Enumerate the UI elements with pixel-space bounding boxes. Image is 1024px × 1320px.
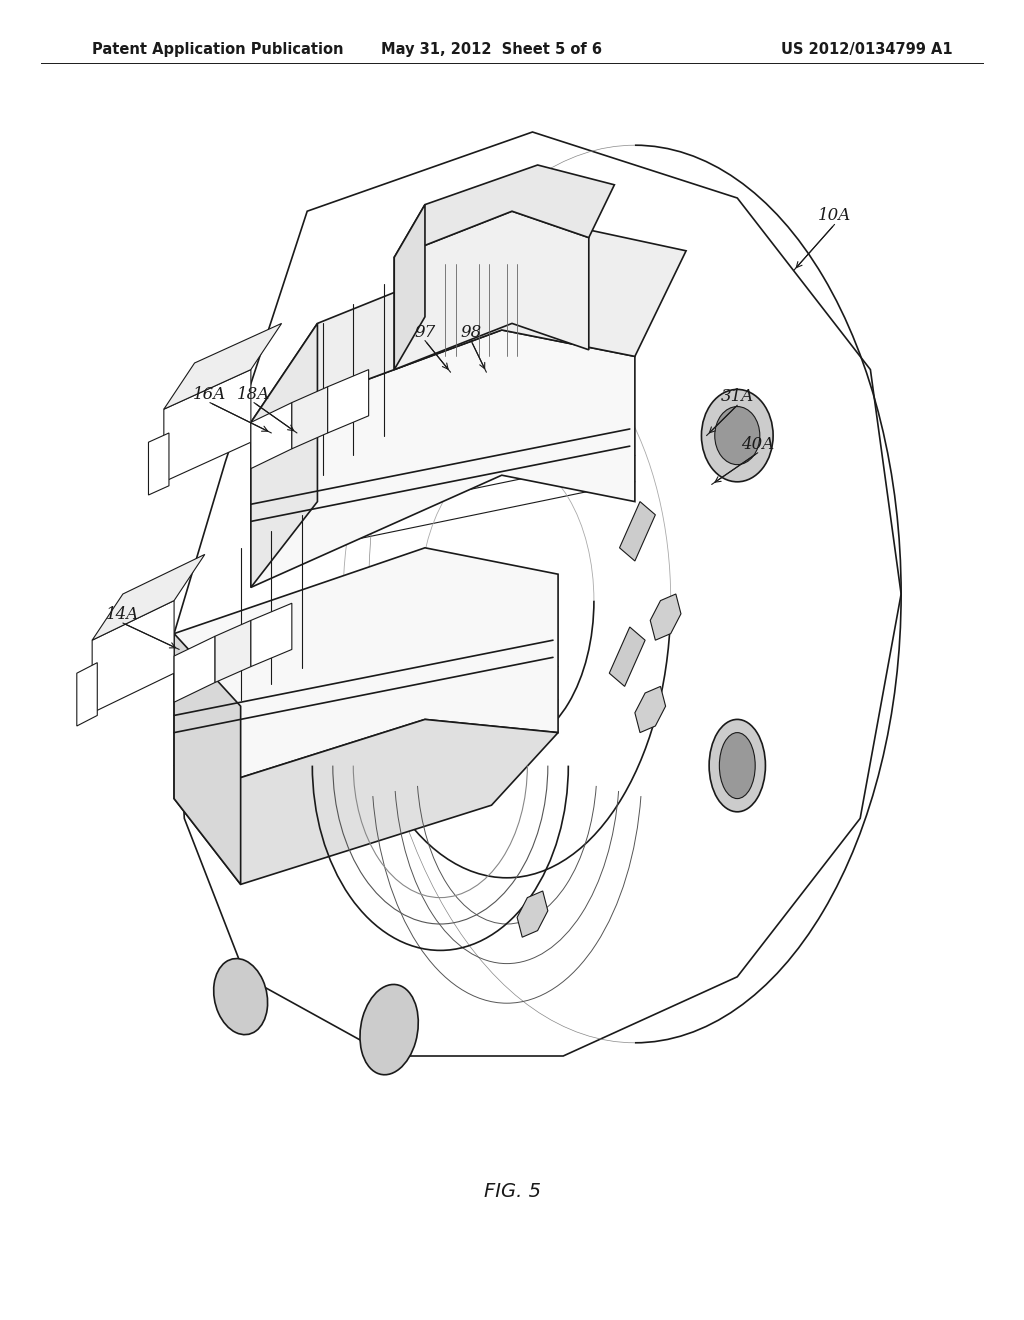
Text: 97: 97 bbox=[415, 323, 435, 341]
Polygon shape bbox=[164, 370, 251, 482]
Polygon shape bbox=[92, 601, 174, 713]
Text: US 2012/0134799 A1: US 2012/0134799 A1 bbox=[780, 42, 952, 57]
Polygon shape bbox=[174, 636, 215, 702]
Ellipse shape bbox=[360, 985, 418, 1074]
Polygon shape bbox=[394, 165, 614, 257]
Text: Patent Application Publication: Patent Application Publication bbox=[92, 42, 344, 57]
Polygon shape bbox=[215, 620, 251, 682]
Polygon shape bbox=[394, 205, 425, 370]
Polygon shape bbox=[251, 330, 635, 587]
Polygon shape bbox=[650, 594, 681, 640]
Polygon shape bbox=[174, 132, 901, 1056]
Polygon shape bbox=[148, 433, 169, 495]
Polygon shape bbox=[620, 502, 655, 561]
Ellipse shape bbox=[719, 733, 755, 799]
Text: May 31, 2012  Sheet 5 of 6: May 31, 2012 Sheet 5 of 6 bbox=[381, 42, 602, 57]
Polygon shape bbox=[609, 627, 645, 686]
Circle shape bbox=[701, 389, 773, 482]
Polygon shape bbox=[251, 403, 292, 469]
Ellipse shape bbox=[709, 719, 765, 812]
Polygon shape bbox=[251, 224, 686, 422]
Circle shape bbox=[715, 407, 760, 465]
Text: 40A: 40A bbox=[741, 436, 774, 453]
Polygon shape bbox=[517, 891, 548, 937]
Polygon shape bbox=[292, 387, 328, 449]
Polygon shape bbox=[92, 554, 205, 640]
Polygon shape bbox=[174, 719, 558, 884]
Polygon shape bbox=[174, 634, 241, 884]
Polygon shape bbox=[77, 663, 97, 726]
Text: FIG. 5: FIG. 5 bbox=[483, 1183, 541, 1201]
Text: 31A: 31A bbox=[721, 388, 754, 405]
Text: 16A: 16A bbox=[194, 385, 226, 403]
Polygon shape bbox=[174, 548, 558, 799]
Polygon shape bbox=[164, 323, 282, 409]
Polygon shape bbox=[251, 603, 292, 667]
Text: 10A: 10A bbox=[818, 207, 851, 224]
Text: 18A: 18A bbox=[238, 385, 270, 403]
Ellipse shape bbox=[214, 958, 267, 1035]
Polygon shape bbox=[251, 323, 317, 587]
Text: 14A: 14A bbox=[106, 606, 139, 623]
Text: 98: 98 bbox=[461, 323, 481, 341]
Polygon shape bbox=[394, 211, 589, 370]
Polygon shape bbox=[328, 370, 369, 433]
Polygon shape bbox=[635, 686, 666, 733]
